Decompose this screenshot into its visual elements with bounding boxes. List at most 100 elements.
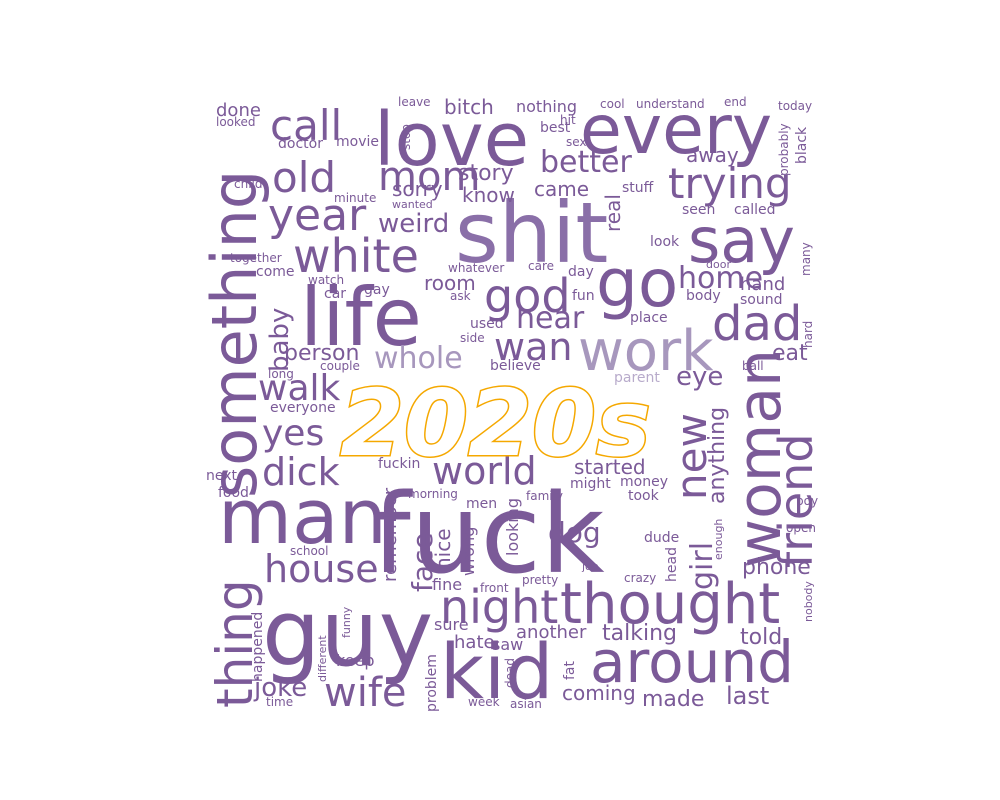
word-old: old: [272, 153, 336, 202]
word-dude: dude: [644, 530, 679, 546]
word-understand: understand: [636, 97, 705, 111]
word-weird: weird: [378, 209, 449, 239]
word-dad: dad: [712, 296, 802, 352]
word-gay: gay: [364, 282, 390, 298]
word-used: used: [470, 316, 504, 332]
word-many: many: [799, 242, 813, 276]
word-bitch: bitch: [444, 95, 494, 119]
word-remember: remember: [380, 487, 401, 582]
word-home: home: [678, 261, 763, 296]
word-money: money: [620, 474, 668, 490]
word-around: around: [590, 628, 794, 696]
word-fun: fun: [572, 288, 595, 304]
word-keep: keep: [336, 651, 375, 670]
word-work: work: [578, 319, 714, 384]
word-eye: eye: [676, 362, 723, 392]
word-thought: thought: [560, 572, 780, 637]
word-head: head: [664, 547, 680, 582]
word-wanted: wanted: [392, 198, 433, 211]
word-body: body: [686, 288, 721, 304]
word-next: next: [206, 468, 238, 484]
word-look: look: [650, 234, 680, 250]
word-something: something: [198, 170, 271, 498]
word-probably: probably: [777, 123, 791, 176]
word-took: took: [628, 488, 660, 504]
word-talking: talking: [602, 621, 677, 646]
word-whatever: whatever: [448, 261, 504, 275]
word-mom: mom: [378, 154, 480, 200]
word-different: different: [316, 635, 329, 682]
word-kid: kid: [440, 627, 553, 716]
word-best: best: [540, 120, 571, 136]
word-couple: couple: [320, 359, 360, 373]
word-eat: eat: [772, 341, 808, 366]
word-sound: sound: [740, 292, 783, 308]
word-wrong: wrong: [459, 527, 478, 576]
word-better: better: [540, 145, 632, 180]
word-black: black: [794, 126, 810, 164]
word-family: family: [526, 489, 563, 503]
word-done: done: [216, 100, 261, 121]
word-might: might: [570, 476, 611, 492]
word-call: call: [270, 101, 342, 150]
word-world: world: [432, 449, 537, 493]
word-asian: asian: [510, 697, 542, 711]
word-school: school: [290, 544, 328, 558]
word-fuckin: fuckin: [378, 456, 420, 472]
word-go: go: [596, 245, 678, 322]
word-looking: looking: [503, 498, 522, 556]
word-time: time: [266, 695, 293, 709]
word-away: away: [686, 143, 739, 167]
word-nice: nice: [431, 528, 455, 570]
word-stuff: stuff: [622, 180, 654, 196]
word-watch: watch: [308, 273, 344, 287]
word-together: together: [230, 251, 282, 265]
word-wan: wan: [494, 325, 572, 369]
word-front: front: [480, 581, 509, 595]
word-person: person: [284, 341, 359, 366]
word-week: week: [468, 695, 500, 709]
word-fine: fine: [432, 575, 462, 594]
word-open: open: [786, 521, 816, 535]
word-stop: stop: [399, 124, 413, 150]
word-year: year: [268, 190, 367, 241]
word-day: day: [568, 264, 594, 280]
word-pretty: pretty: [522, 573, 558, 587]
word-another: another: [516, 622, 587, 643]
word-phone: phone: [742, 555, 811, 580]
word-place: place: [630, 310, 668, 326]
word-hard: hard: [801, 321, 815, 348]
word-problem: problem: [424, 654, 440, 712]
word-yes: yes: [262, 413, 324, 454]
word-god: god: [484, 269, 571, 323]
word-started: started: [574, 455, 646, 479]
word-dead: dead: [503, 658, 517, 688]
word-called: called: [734, 202, 776, 218]
word-come: come: [256, 264, 295, 280]
word-house: house: [264, 547, 379, 591]
word-every: every: [580, 91, 772, 170]
word-story: story: [458, 161, 514, 186]
word-came: came: [534, 177, 589, 201]
word-life: life: [300, 271, 422, 364]
word-room: room: [424, 271, 476, 295]
word-walk: walk: [258, 368, 341, 409]
word-night: night: [440, 580, 558, 634]
word-wife: wife: [324, 670, 407, 716]
word-shit: shit: [455, 184, 608, 282]
word-happened: happened: [250, 612, 266, 682]
word-ball: ball: [742, 359, 764, 373]
word-nobody: nobody: [802, 581, 815, 622]
word-looked: looked: [216, 115, 256, 129]
word-know: know: [462, 183, 515, 207]
word-love: love: [374, 97, 529, 183]
word-boy: boy: [796, 494, 818, 508]
word-trying: trying: [668, 159, 792, 208]
word-long: long: [268, 367, 294, 381]
word-new: new: [667, 413, 716, 500]
word-enough: enough: [712, 519, 725, 560]
word-dick: dick: [262, 450, 340, 494]
word-job: job: [581, 560, 599, 573]
word-car: car: [324, 286, 346, 302]
